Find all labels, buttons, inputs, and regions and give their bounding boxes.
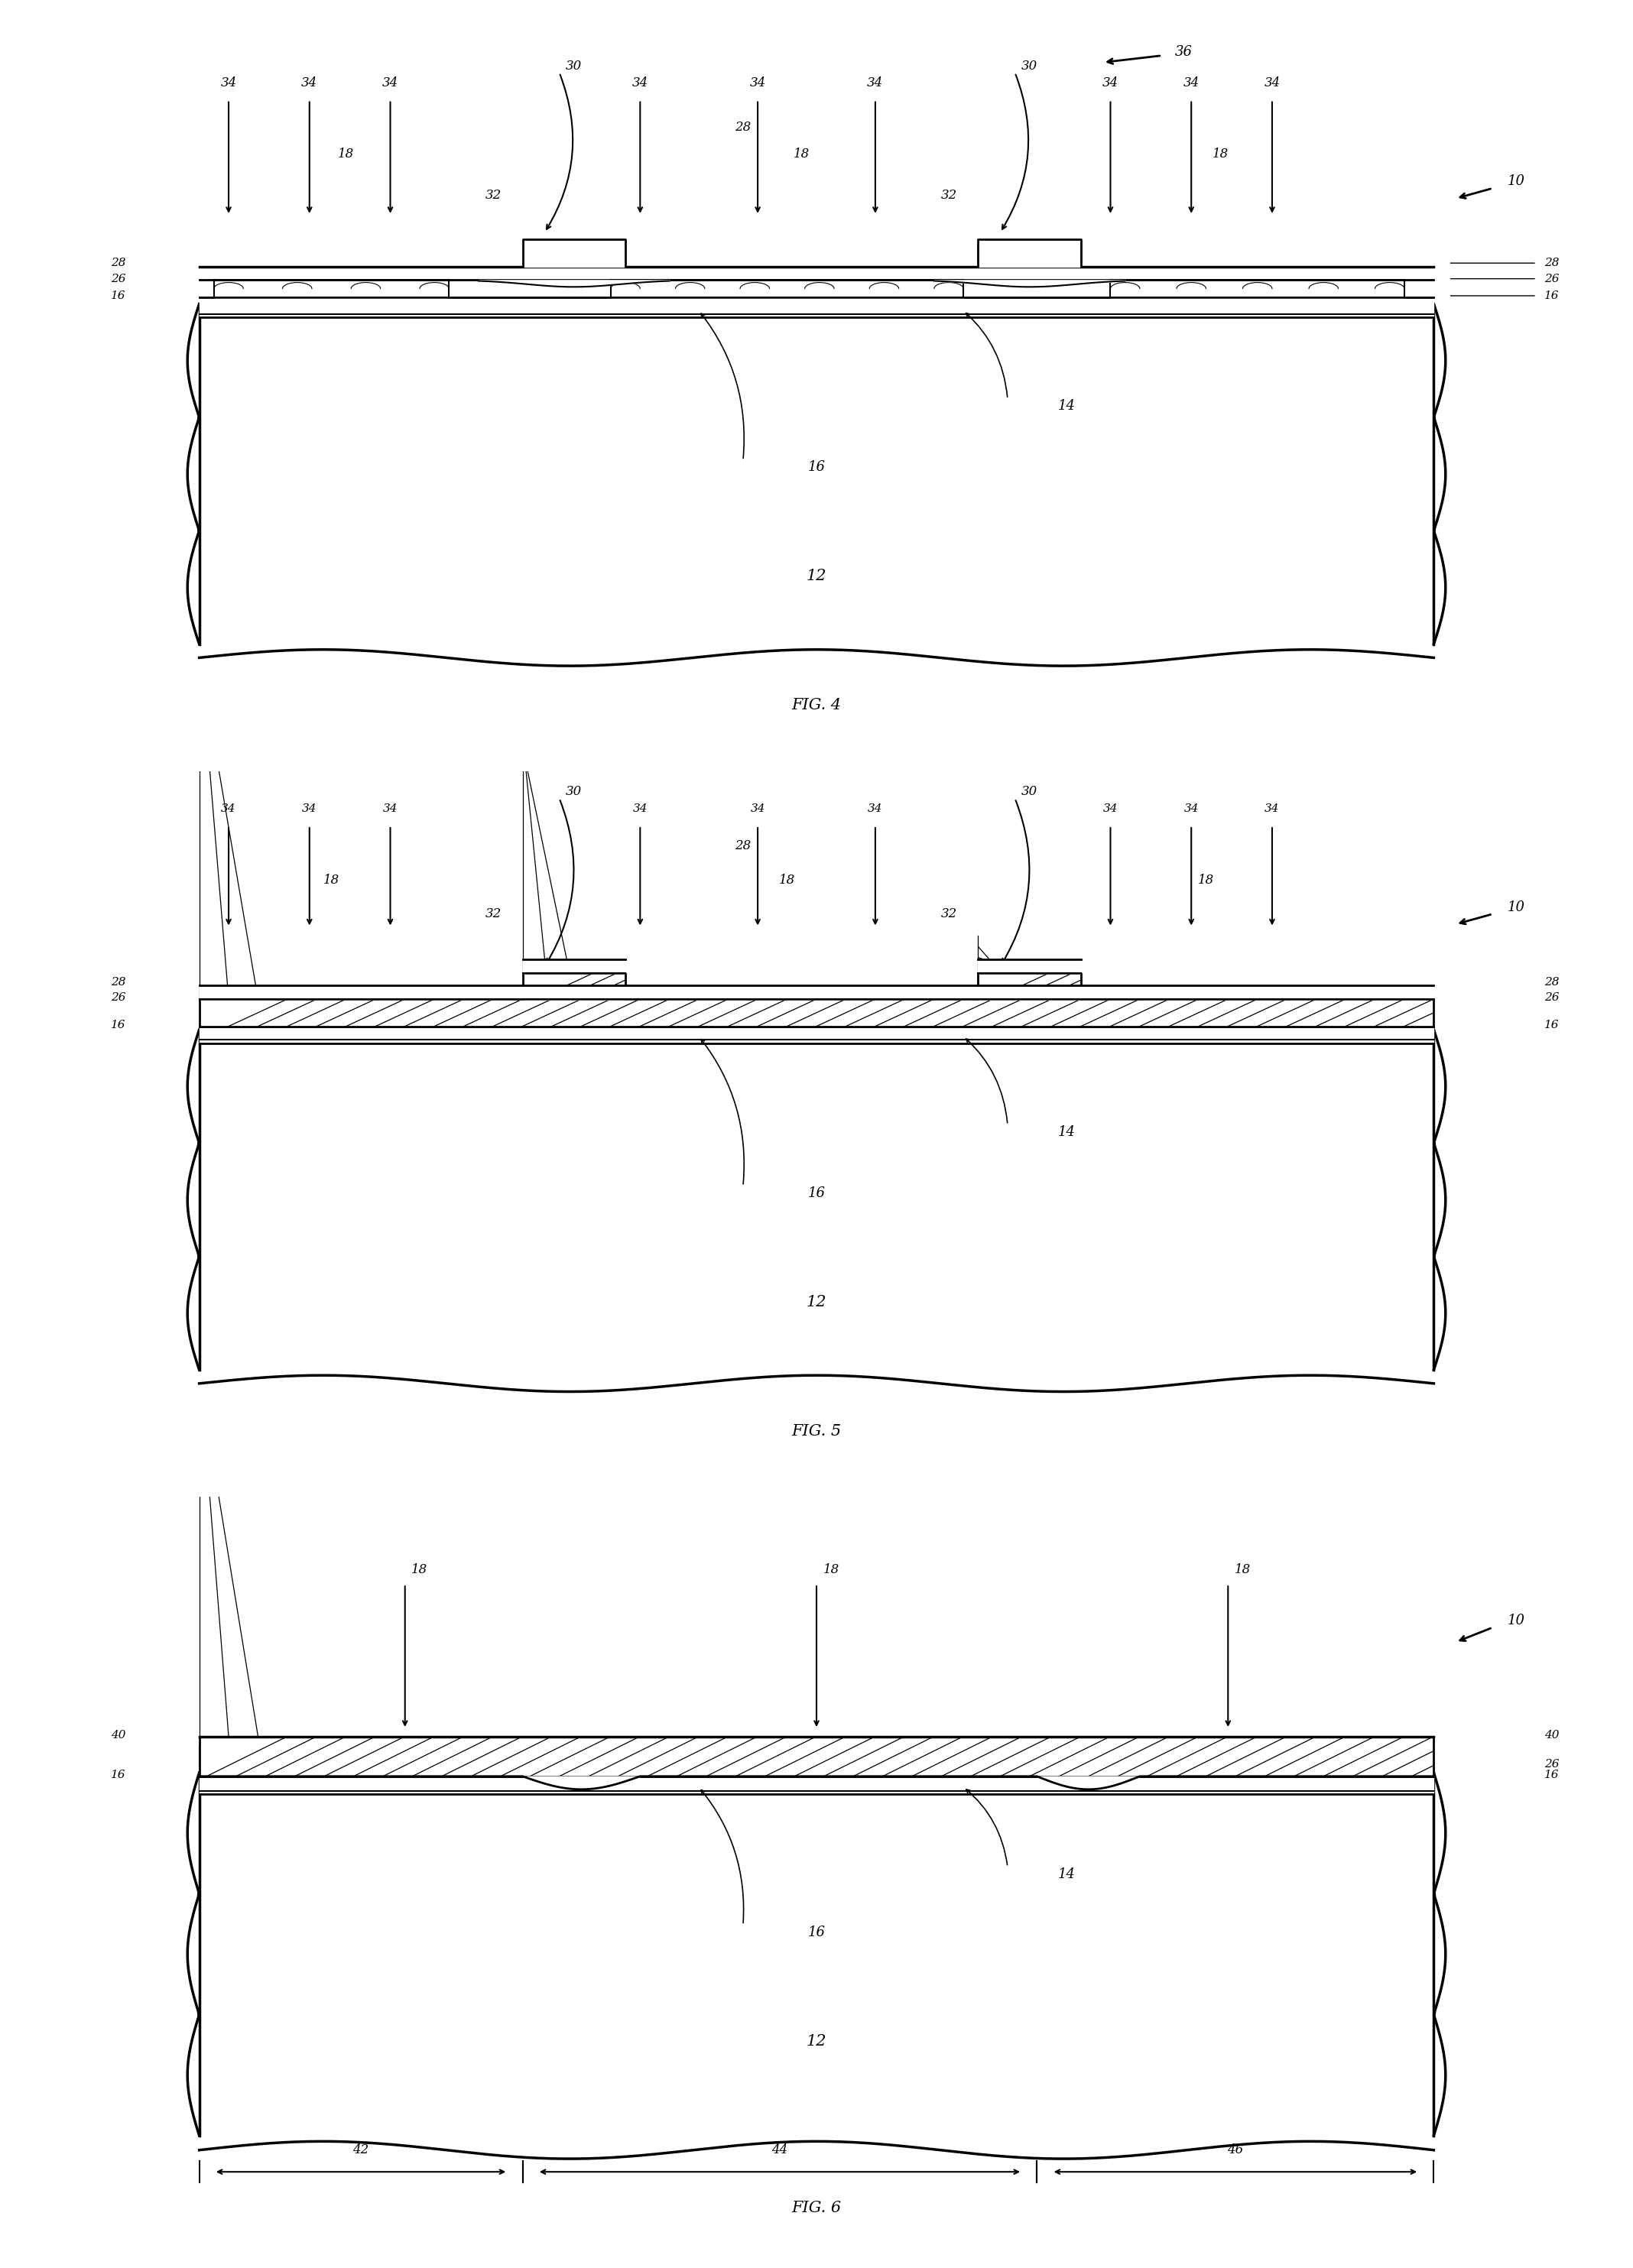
Text: 46: 46: [1228, 2143, 1243, 2157]
Text: 28: 28: [735, 839, 751, 853]
Text: 40: 40: [111, 1730, 126, 1740]
Text: 34: 34: [302, 803, 317, 814]
Text: 34: 34: [1264, 803, 1280, 814]
Text: 34: 34: [867, 77, 883, 88]
Text: FIG. 6: FIG. 6: [792, 2200, 841, 2216]
Text: 10: 10: [1507, 175, 1525, 188]
Text: FIG. 4: FIG. 4: [792, 699, 841, 712]
Text: 16: 16: [1545, 1021, 1560, 1030]
Text: 34: 34: [1184, 803, 1199, 814]
Text: 34: 34: [632, 803, 648, 814]
Text: 34: 34: [382, 803, 398, 814]
Text: 16: 16: [111, 1021, 126, 1030]
Text: 30: 30: [567, 59, 581, 73]
Text: 18: 18: [1235, 1563, 1251, 1576]
Text: 16: 16: [111, 290, 126, 302]
Text: 28: 28: [735, 120, 751, 134]
Text: 18: 18: [412, 1563, 428, 1576]
Text: 34: 34: [1184, 77, 1199, 88]
Text: 18: 18: [823, 1563, 839, 1576]
Text: 26: 26: [1545, 1758, 1560, 1769]
Text: 26: 26: [1545, 274, 1560, 284]
Text: 34: 34: [750, 77, 766, 88]
Text: 14: 14: [1058, 1867, 1075, 1880]
Text: 12: 12: [807, 569, 826, 583]
Text: 16: 16: [1545, 290, 1560, 302]
Text: 34: 34: [220, 803, 237, 814]
Text: FIG. 5: FIG. 5: [792, 1424, 841, 1438]
Text: 26: 26: [1545, 993, 1560, 1002]
Text: 30: 30: [1022, 785, 1037, 798]
Text: 14: 14: [1058, 1125, 1075, 1139]
Text: 26: 26: [111, 993, 126, 1002]
Text: 34: 34: [1264, 77, 1280, 88]
Text: 16: 16: [808, 1926, 825, 1939]
Text: 34: 34: [302, 77, 317, 88]
Text: 34: 34: [1102, 803, 1119, 814]
Text: 18: 18: [338, 147, 354, 161]
Text: 32: 32: [941, 907, 957, 921]
Text: 36: 36: [1176, 45, 1192, 59]
Text: 18: 18: [1213, 147, 1228, 161]
Text: 34: 34: [750, 803, 766, 814]
Text: 16: 16: [808, 1186, 825, 1200]
Text: 34: 34: [1102, 77, 1119, 88]
Text: 28: 28: [111, 978, 126, 987]
Text: 32: 32: [485, 907, 501, 921]
Text: 34: 34: [867, 803, 883, 814]
Text: 18: 18: [323, 873, 340, 887]
Text: 42: 42: [353, 2143, 369, 2157]
Text: 18: 18: [1199, 873, 1213, 887]
Text: 32: 32: [941, 188, 957, 202]
Text: 28: 28: [1545, 978, 1560, 987]
Text: 44: 44: [772, 2143, 787, 2157]
Text: 18: 18: [794, 147, 810, 161]
Text: 18: 18: [779, 873, 795, 887]
Text: 34: 34: [382, 77, 398, 88]
Text: 34: 34: [220, 77, 237, 88]
Text: 28: 28: [111, 259, 126, 268]
Text: 30: 30: [1022, 59, 1037, 73]
Text: 12: 12: [807, 2034, 826, 2048]
Text: 34: 34: [632, 77, 648, 88]
Text: 10: 10: [1507, 1613, 1525, 1626]
Text: 40: 40: [1545, 1730, 1560, 1740]
Text: 16: 16: [808, 460, 825, 474]
Text: 14: 14: [1058, 399, 1075, 413]
Text: 28: 28: [1545, 259, 1560, 268]
Text: 10: 10: [1507, 900, 1525, 914]
Text: 16: 16: [1545, 1769, 1560, 1780]
Text: 16: 16: [111, 1769, 126, 1780]
Text: 12: 12: [807, 1295, 826, 1309]
Text: 26: 26: [111, 274, 126, 284]
Text: 30: 30: [567, 785, 581, 798]
Text: 32: 32: [485, 188, 501, 202]
